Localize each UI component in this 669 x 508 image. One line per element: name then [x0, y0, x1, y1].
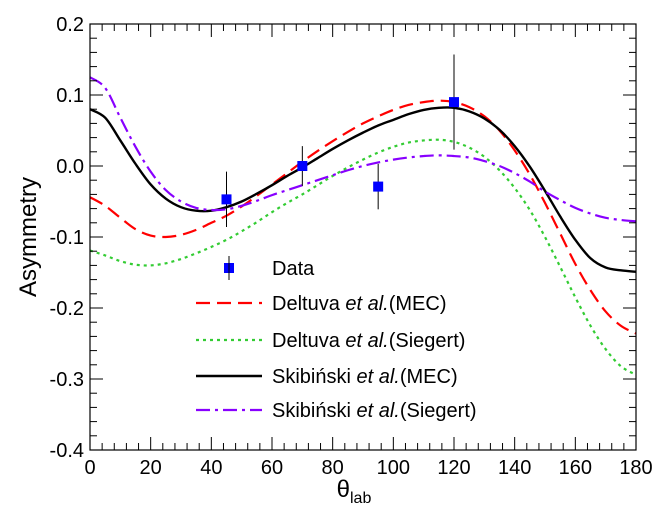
series-curves	[89, 76, 637, 376]
y-tick-label: 0.1	[56, 85, 84, 107]
tick-labels: 0 20 40 60 80 100 120 140 160 180 -0.4 -0.3 -0.2 -0.1…	[50, 14, 653, 479]
data-point	[221, 194, 232, 205]
legend-label: Deltuva et al.(Siegert)	[272, 330, 465, 352]
x-tick-label: 180	[619, 457, 652, 479]
data-point	[373, 181, 384, 192]
data-points	[221, 54, 459, 228]
x-tick-label: 160	[559, 457, 592, 479]
data-point	[449, 97, 459, 108]
x-tick-label: 100	[377, 457, 410, 479]
x-tick-label: 140	[498, 457, 531, 479]
y-axis-title: Asymmetry	[15, 177, 42, 297]
legend-label: Skibiński et al.(Siegert)	[272, 400, 477, 422]
legend-label: Deltuva et al.(MEC)	[272, 293, 447, 315]
series-deltuva-mec	[89, 99, 637, 335]
data-point	[297, 161, 308, 171]
legend-label: Skibiński et al.(MEC)	[272, 366, 458, 388]
x-tick-label: 80	[322, 457, 344, 479]
x-tick-label: 40	[200, 457, 222, 479]
x-axis-title-sub: lab	[350, 490, 371, 507]
x-axis-title: θlab	[337, 476, 372, 507]
y-tick-label: -0.4	[50, 440, 84, 462]
x-tick-label: 20	[140, 457, 162, 479]
x-axis-title-main: θ	[337, 476, 350, 503]
y-tick-label: 0.0	[56, 156, 84, 178]
legend-label-data: Data	[272, 258, 315, 280]
y-tick-label: -0.2	[50, 298, 84, 320]
x-tick-label: 120	[437, 457, 470, 479]
axis-ticks	[89, 23, 637, 451]
x-tick-label: 0	[84, 457, 95, 479]
legend: Data Deltuva et al.(MEC) Deltuva et al.(Si…	[196, 256, 477, 422]
x-tick-label: 60	[261, 457, 283, 479]
y-tick-label: 0.2	[56, 14, 84, 36]
y-tick-label: -0.1	[50, 227, 84, 249]
series-skibinski-mec	[89, 106, 637, 273]
y-tick-label: -0.3	[50, 369, 84, 391]
series-deltuva-siegert	[89, 138, 637, 376]
